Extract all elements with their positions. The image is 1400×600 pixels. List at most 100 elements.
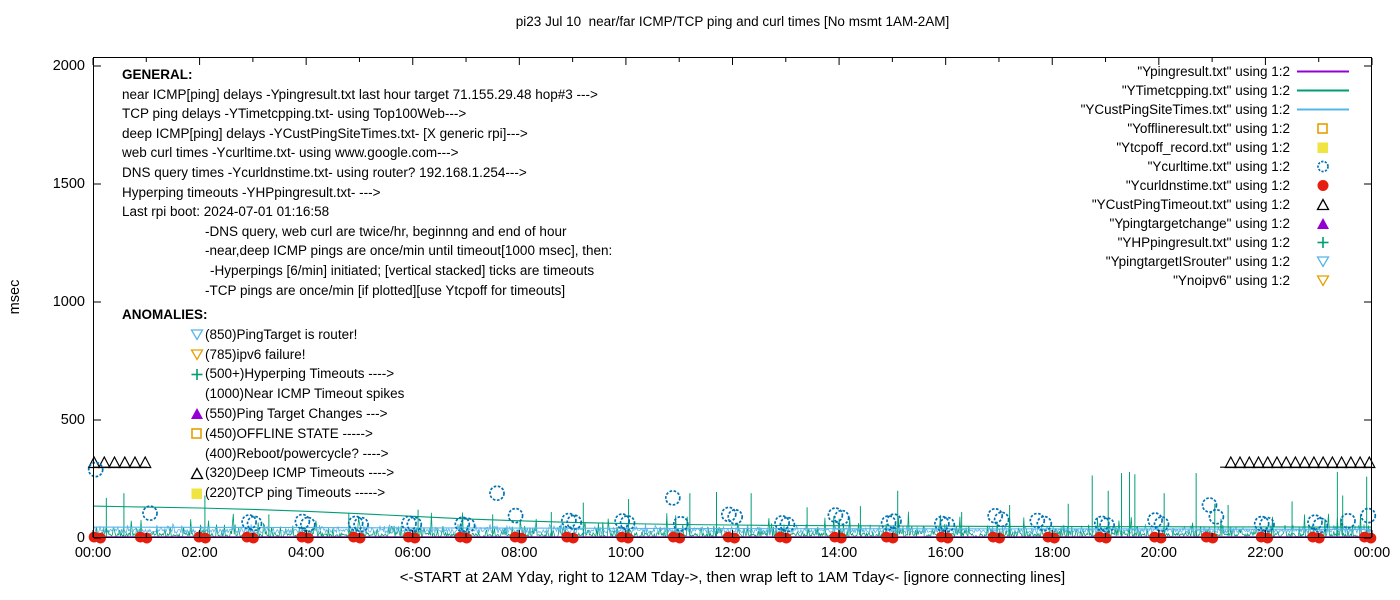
dns-time-point bbox=[780, 532, 792, 544]
deep-timeout-triangle-icon bbox=[1270, 455, 1284, 469]
plot-border bbox=[93, 57, 1372, 538]
deep-timeout-triangle-icon bbox=[1335, 455, 1349, 469]
legend-triangle-down-open-icon bbox=[1290, 274, 1356, 287]
curl-time-point bbox=[727, 508, 744, 525]
x-tick-label: 00:00 bbox=[74, 545, 112, 561]
curl-time-point bbox=[886, 513, 902, 530]
legend-plus-icon bbox=[1290, 236, 1356, 249]
anomaly-note-line: (850)PingTarget is router! bbox=[190, 325, 404, 345]
tcp-trend-line-series bbox=[92, 505, 1372, 528]
curl-time-point bbox=[454, 516, 471, 533]
x-tick-label: 10:00 bbox=[607, 545, 645, 561]
anomaly-note-line: (785)ipv6 failure! bbox=[190, 345, 404, 365]
dns-time-point bbox=[409, 532, 421, 544]
x-tick-label: 12:00 bbox=[714, 545, 751, 561]
general-header: GENERAL: bbox=[122, 67, 193, 82]
triangle-down-open-icon bbox=[190, 349, 204, 361]
curl-time-point bbox=[459, 517, 476, 534]
curl-time-point bbox=[619, 515, 636, 531]
anomaly-note-line: (220)TCP ping Timeouts -----> bbox=[190, 483, 404, 503]
legend-entry: "YpingtargetISrouter" using 1:2 bbox=[1000, 252, 1356, 271]
legend-label: "Ycurldnstime.txt" using 1:2 bbox=[1125, 178, 1290, 193]
curl-time-point bbox=[880, 515, 897, 531]
anomaly-note-text: (850)PingTarget is router! bbox=[205, 326, 358, 342]
legend-triangle-filled-icon bbox=[1290, 217, 1356, 230]
curl-time-point bbox=[299, 516, 316, 533]
deep-timeout-triangle-icon bbox=[1242, 455, 1256, 469]
dns-time-point bbox=[994, 532, 1005, 544]
x-tick-label: 04:00 bbox=[288, 545, 325, 561]
anomaly-note-line: (500+)Hyperping Timeouts ----> bbox=[190, 364, 404, 384]
deep-timeout-triangle-icon bbox=[1298, 455, 1312, 469]
general-note-line: -DNS query, web curl are twice/hr, begin… bbox=[205, 223, 567, 239]
y-tick-label: 1500 bbox=[52, 176, 85, 192]
curl-time-point bbox=[561, 512, 577, 529]
x-tick-label: 22:00 bbox=[1247, 545, 1284, 561]
dns-time-point bbox=[729, 532, 740, 544]
curl-time-point bbox=[241, 514, 257, 530]
legend-entry: "Ypingtargetchange" using 1:2 bbox=[1000, 214, 1356, 233]
curl-time-point bbox=[779, 516, 796, 533]
deep-timeout-triangle-icon bbox=[1252, 455, 1265, 469]
legend-circle-open-icon bbox=[1290, 160, 1356, 173]
legend-label: "Ytcpoff_record.txt" using 1:2 bbox=[1116, 140, 1290, 155]
legend-label: "Ynoipv6" using 1:2 bbox=[1173, 273, 1290, 288]
plot-area bbox=[87, 57, 1377, 544]
x-tick-label: 20:00 bbox=[1140, 545, 1177, 561]
triangle-filled-icon bbox=[1317, 218, 1329, 229]
curl-time-point bbox=[1360, 507, 1377, 524]
anomaly-note-line: (550)Ping Target Changes ---> bbox=[190, 404, 404, 424]
anomalies-header: ANOMALIES: bbox=[122, 307, 208, 322]
curl-time-point bbox=[1340, 512, 1356, 529]
general-note-line: Hyperping timeouts -YHPpingresult.txt- -… bbox=[122, 184, 381, 200]
deep-timeout-triangle-icon bbox=[1233, 455, 1247, 469]
curl-time-point bbox=[1036, 515, 1053, 532]
curl-time-point bbox=[934, 515, 950, 532]
anomaly-note-line: (450)OFFLINE STATE -----> bbox=[190, 424, 404, 444]
legend-label: "Ycurltime.txt" using 1:2 bbox=[1147, 159, 1290, 174]
dns-time-point bbox=[248, 532, 259, 544]
legend-entry: "YTimetcpping.txt" using 1:2 bbox=[1000, 81, 1356, 100]
dns-time-point bbox=[1100, 532, 1112, 544]
line-icon bbox=[1297, 89, 1349, 92]
y-tick-label: 500 bbox=[60, 412, 85, 428]
dns-time-point bbox=[567, 532, 579, 544]
general-note-line: deep ICMP[ping] delays -YCustPingSiteTim… bbox=[122, 125, 528, 141]
y-tick-label: 0 bbox=[76, 530, 85, 546]
legend-entry: "Ytcpoff_record.txt" using 1:2 bbox=[1000, 138, 1356, 157]
legend-entry: "YHPpingresult.txt" using 1:2 bbox=[1000, 233, 1356, 252]
deep-timeout-triangle-icon bbox=[1353, 455, 1367, 469]
curl-time-point bbox=[353, 516, 369, 533]
legend-entry: "Ypingresult.txt" using 1:2 bbox=[1000, 62, 1356, 81]
legend-label: "YCustPingSiteTimes.txt" using 1:2 bbox=[1080, 102, 1290, 117]
curl-time-point bbox=[401, 515, 417, 532]
dns-time-point bbox=[1155, 532, 1167, 544]
curl-time-point bbox=[939, 516, 956, 533]
x-tick-label: 00:00 bbox=[1353, 545, 1391, 561]
anomaly-triangle-down-open-icon bbox=[190, 348, 205, 361]
general-note-line: near ICMP[ping] delays -Ypingresult.txt … bbox=[122, 86, 598, 102]
curl-time-point bbox=[87, 461, 104, 478]
curl-time-point bbox=[774, 515, 790, 531]
line-icon bbox=[1297, 70, 1349, 73]
general-note-line: Last rpi boot: 2024-07-01 01:16:58 bbox=[122, 204, 330, 220]
general-note-line: web curl times -Ycurltime.txt- using www… bbox=[122, 145, 459, 161]
dns-time-point bbox=[302, 532, 314, 544]
curl-time-point bbox=[672, 515, 689, 532]
anomaly-note-text: (785)ipv6 failure! bbox=[205, 346, 306, 362]
triangle-down-open-icon bbox=[190, 329, 204, 341]
dns-time-point bbox=[1313, 532, 1325, 544]
curl-time-point bbox=[720, 506, 737, 523]
legend-label: "YCustPingTimeout.txt" using 1:2 bbox=[1091, 197, 1290, 212]
x-axis-label: <-START at 2AM Yday, right to 12AM Tday-… bbox=[399, 569, 1066, 586]
deep-timeout-triangle-icon bbox=[1344, 455, 1358, 469]
dns-time-point bbox=[887, 532, 899, 544]
curl-time-point bbox=[1029, 512, 1046, 529]
dns-time-point bbox=[141, 532, 153, 544]
anomaly-note-line: (320)Deep ICMP Timeouts ----> bbox=[190, 463, 404, 483]
anomaly-triangle-down-open-icon bbox=[190, 328, 205, 341]
curl-time-point bbox=[664, 490, 681, 506]
anomaly-note-text: (500+)Hyperping Timeouts ----> bbox=[205, 366, 395, 382]
deep-timeout-triangle-icon bbox=[1362, 455, 1376, 469]
